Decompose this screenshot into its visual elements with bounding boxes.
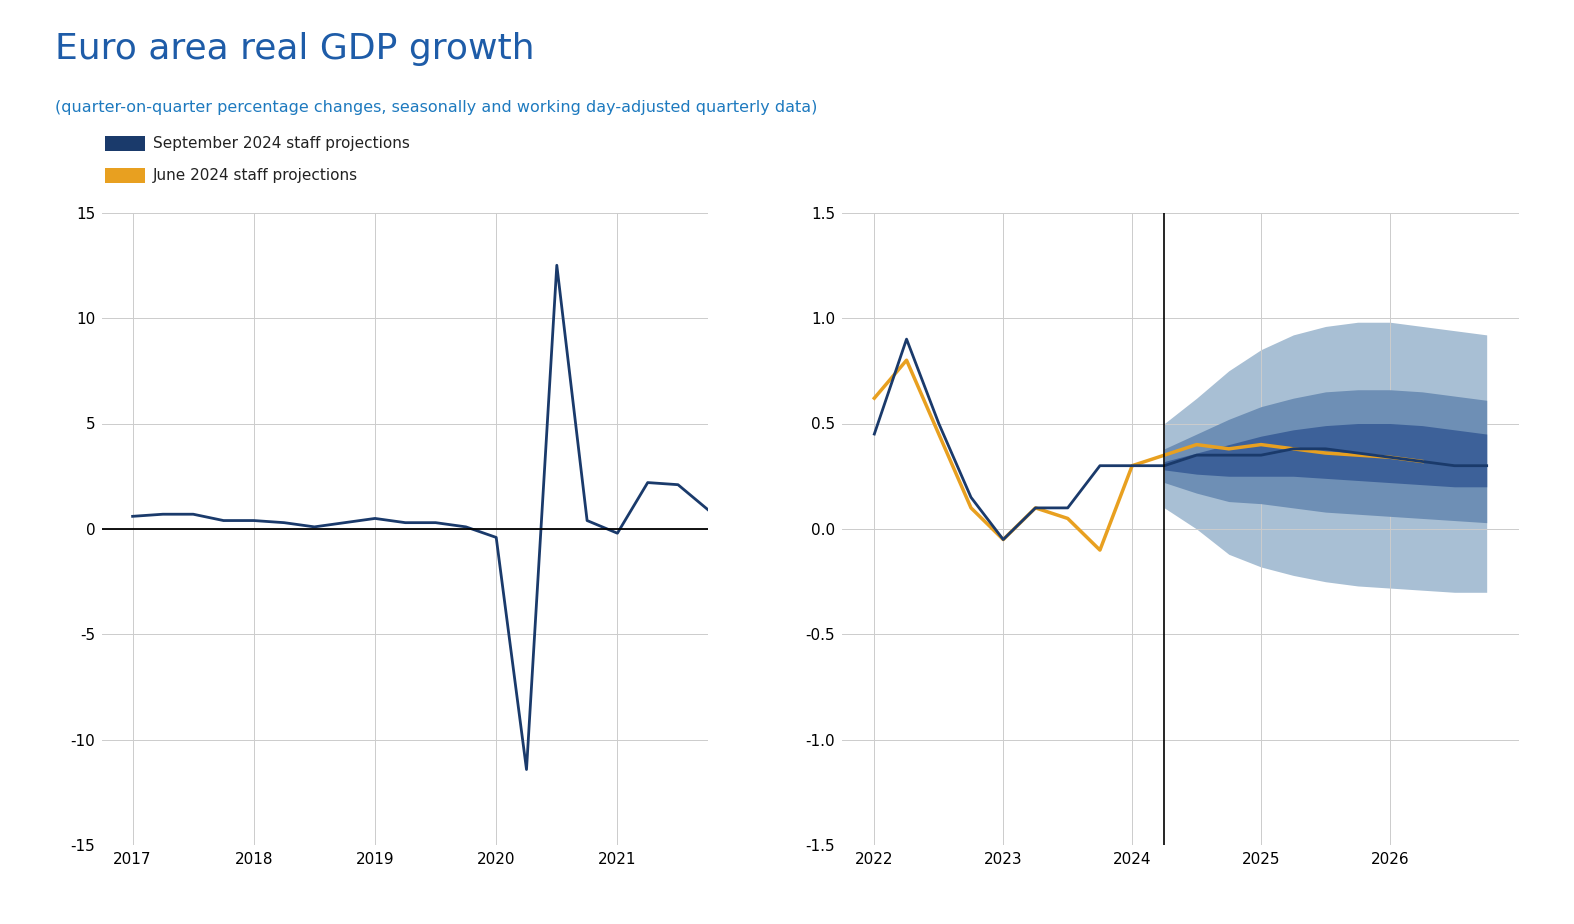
Text: September 2024 staff projections: September 2024 staff projections xyxy=(153,136,409,151)
Text: June 2024 staff projections: June 2024 staff projections xyxy=(153,168,357,183)
Text: Euro area real GDP growth: Euro area real GDP growth xyxy=(55,32,535,67)
Text: (quarter-on-quarter percentage changes, seasonally and working day-adjusted quar: (quarter-on-quarter percentage changes, … xyxy=(55,100,817,115)
